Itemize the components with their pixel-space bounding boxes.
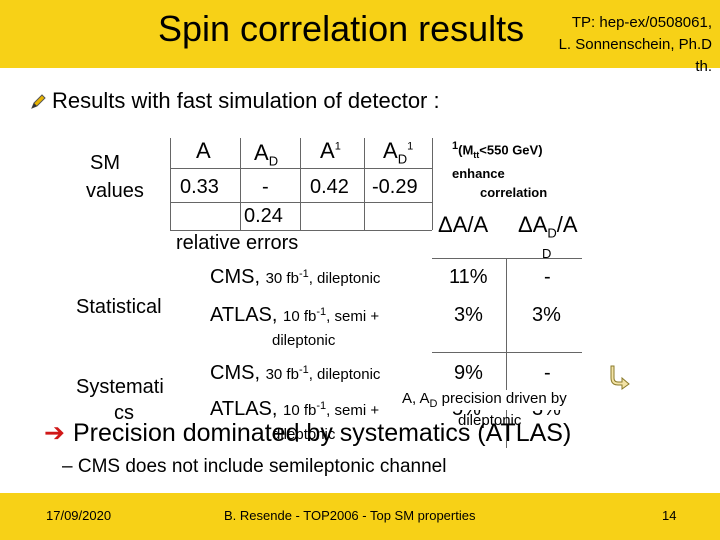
result-header-d-overflow: D bbox=[542, 246, 552, 261]
callout-line2: dileptonic bbox=[458, 412, 522, 429]
footer-page-number: 14 bbox=[662, 508, 677, 523]
slide-title: Spin correlation results bbox=[158, 8, 525, 49]
value-ad: - bbox=[262, 176, 269, 198]
table-line bbox=[240, 138, 241, 230]
conclusion-row: ➔ Precision dominated by systematics (ATL… bbox=[44, 418, 571, 448]
stat-atlas-dAD: 3% bbox=[532, 304, 561, 326]
table-line bbox=[432, 138, 433, 230]
sys-cms-dAD: - bbox=[544, 362, 551, 384]
title-banner bbox=[0, 0, 720, 68]
stat-cms-dAD: - bbox=[544, 266, 551, 288]
stat-cms-row: CMS, 30 fb-1, dileptonic bbox=[210, 266, 381, 288]
intro-text: Results with fast simulation of detector… bbox=[52, 88, 440, 113]
relative-errors-label: relative errors bbox=[176, 232, 299, 254]
table-line bbox=[170, 168, 432, 169]
table-line bbox=[432, 258, 582, 259]
intro-bullet: Results with fast simulation of detector… bbox=[30, 88, 440, 114]
stat-atlas-exp: ATLAS, bbox=[210, 304, 278, 326]
arrow-right-icon: ➔ bbox=[44, 419, 65, 447]
header-ad1: AD1 bbox=[383, 138, 414, 167]
sm-label-line2: values bbox=[86, 180, 144, 202]
value-ad1: -0.29 bbox=[372, 176, 418, 198]
table-line bbox=[170, 230, 432, 231]
footer-band bbox=[0, 493, 720, 540]
result-header-dA: ΔA/A bbox=[438, 212, 489, 237]
stat-atlas-dA: 3% bbox=[454, 304, 483, 326]
note-line1: 1(Mtt<550 GeV) bbox=[452, 140, 543, 160]
callout-line1: A, AD precision driven by bbox=[400, 390, 569, 410]
header-a1: A1 bbox=[320, 138, 341, 163]
table-line bbox=[432, 352, 582, 353]
sys-cms-dA: 9% bbox=[454, 362, 483, 384]
conclusion-text: Precision dominated by systematics (ATLA… bbox=[72, 419, 572, 447]
stat-atlas-detail2: dileptonic bbox=[272, 332, 336, 349]
sys-cms-row: CMS, 30 fb-1, dileptonic bbox=[210, 362, 381, 384]
stat-cms-exp: CMS, bbox=[210, 266, 260, 288]
curved-arrow-icon bbox=[610, 365, 630, 390]
sys-atlas-row: ATLAS, 10 fb-1, semi + bbox=[210, 398, 380, 420]
sys-atlas-detail2: dileptonic bbox=[272, 426, 336, 443]
stat-cms-dA: 11% bbox=[449, 266, 488, 288]
table-line bbox=[364, 138, 365, 230]
stat-atlas-row: ATLAS, 10 fb-1, semi + bbox=[210, 304, 380, 326]
table-line bbox=[300, 138, 301, 230]
systematics-label-line1: Systemati bbox=[76, 376, 164, 398]
result-header-dAD: ΔAD/A bbox=[518, 212, 578, 241]
value-ad-extra: 0.24 bbox=[244, 205, 283, 227]
table-line bbox=[506, 258, 507, 448]
sys-cms-exp: CMS, bbox=[210, 362, 260, 384]
note-line2: enhance bbox=[452, 166, 505, 181]
pencil-bullet-icon bbox=[31, 94, 46, 110]
reference-line-1: TP: hep-ex/0508061, bbox=[571, 14, 712, 31]
sub-bullet: – CMS does not include semileptonic chan… bbox=[62, 456, 447, 477]
statistical-label: Statistical bbox=[76, 296, 162, 318]
footer-center: B. Resende - TOP2006 - Top SM properties bbox=[224, 508, 476, 523]
sm-label-line1: SM bbox=[90, 152, 120, 174]
systematics-label-line2: cs bbox=[114, 402, 134, 424]
table-line bbox=[170, 138, 171, 230]
reference-line-3: th. bbox=[695, 58, 712, 75]
table-line bbox=[170, 202, 432, 203]
sys-atlas-exp: ATLAS, bbox=[210, 398, 278, 420]
value-a1: 0.42 bbox=[310, 176, 349, 198]
value-a: 0.33 bbox=[180, 176, 219, 198]
reference-note: TP: hep-ex/0508061, L. Sonnenschein, Ph.… bbox=[559, 12, 712, 78]
header-ad: AD bbox=[254, 140, 279, 169]
reference-line-2: L. Sonnenschein, Ph.D bbox=[558, 36, 712, 53]
header-a: A bbox=[196, 138, 211, 163]
note-line3: correlation bbox=[480, 185, 548, 200]
footer-date: 17/09/2020 bbox=[46, 508, 112, 523]
